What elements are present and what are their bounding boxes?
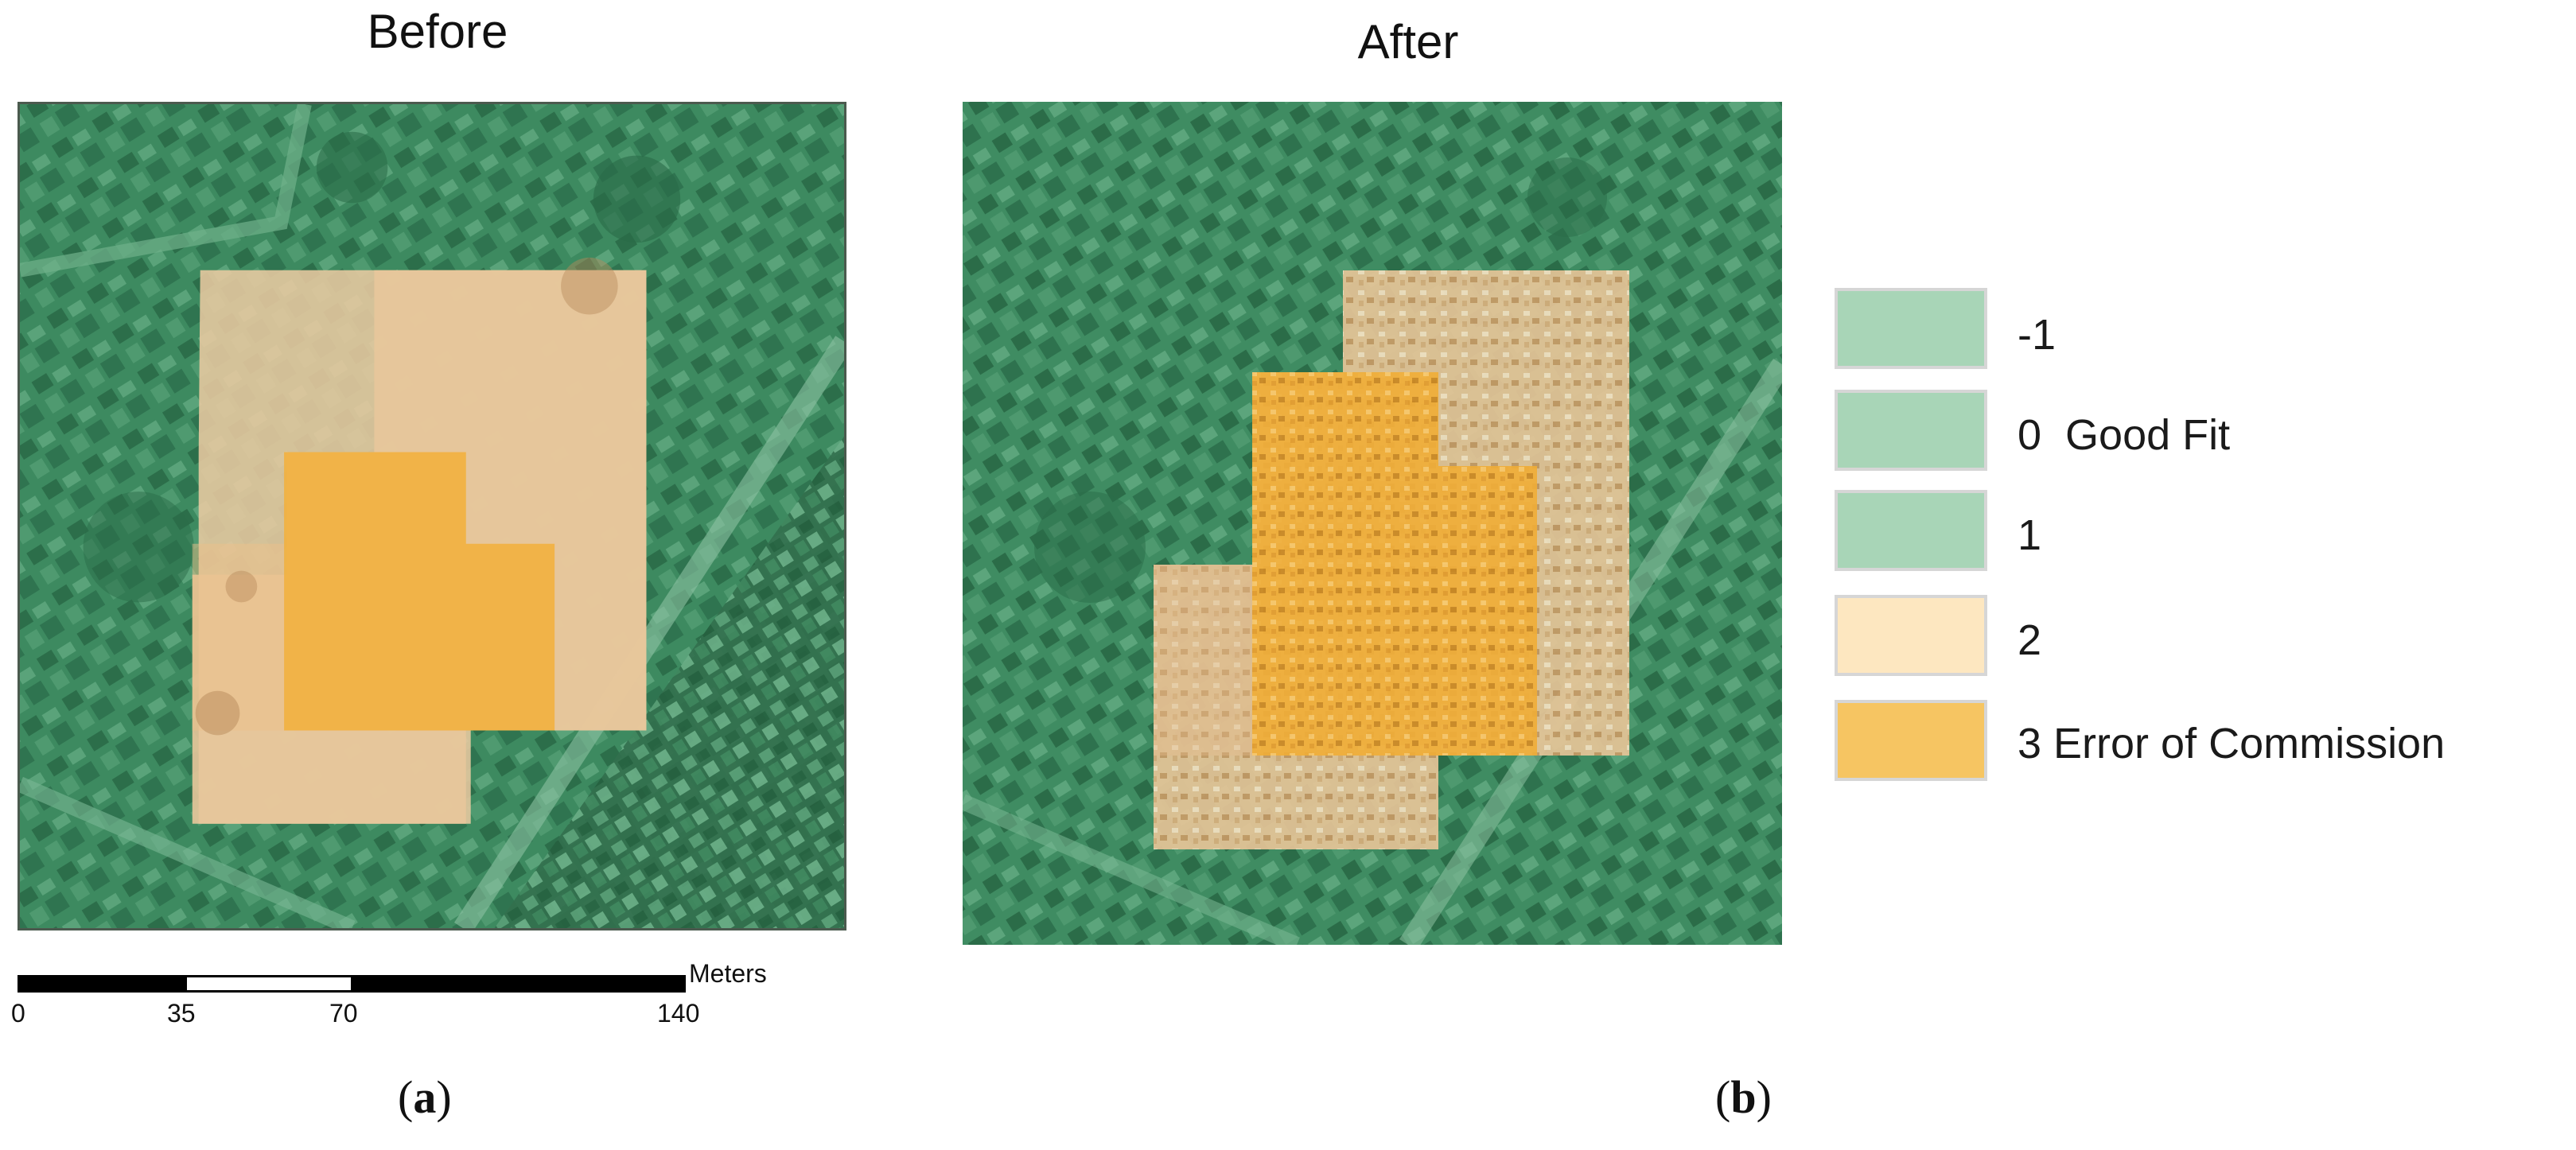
- legend-label-1: 1: [2018, 511, 2042, 559]
- scale-bar-segment: [352, 975, 686, 993]
- legend-swatch-0: [1835, 390, 1987, 471]
- scale-tick: 35: [167, 999, 196, 1028]
- scale-tick: 70: [329, 999, 358, 1028]
- legend-swatch-minus-1: [1835, 288, 1987, 369]
- caption-a: (a): [398, 1071, 452, 1123]
- map-before: [18, 102, 846, 930]
- legend-label-2: 2: [2018, 616, 2042, 664]
- map-after: [963, 102, 1782, 945]
- scale-tick: 0: [11, 999, 25, 1028]
- legend-label-3: 3 Error of Commission: [2018, 720, 2446, 767]
- panel-title-before: Before: [367, 5, 508, 58]
- scale-bar-segment: [18, 975, 186, 993]
- scale-bar: [18, 975, 686, 993]
- legend-swatch-2: [1835, 595, 1987, 676]
- legend-label-0: 0 Good Fit: [2018, 411, 2231, 459]
- caption-b: (b): [1715, 1071, 1772, 1123]
- map-before-image: [20, 104, 844, 928]
- legend-swatch-1: [1835, 490, 1987, 571]
- scale-bar-units: Meters: [689, 959, 767, 988]
- map-after-image: [963, 102, 1782, 945]
- legend-label-minus-1: -1: [2018, 311, 2057, 359]
- scale-tick: 140: [657, 999, 700, 1028]
- scale-bar-segment: [185, 975, 353, 993]
- panel-title-after: After: [1357, 15, 1459, 68]
- legend-swatch-3: [1835, 700, 1987, 781]
